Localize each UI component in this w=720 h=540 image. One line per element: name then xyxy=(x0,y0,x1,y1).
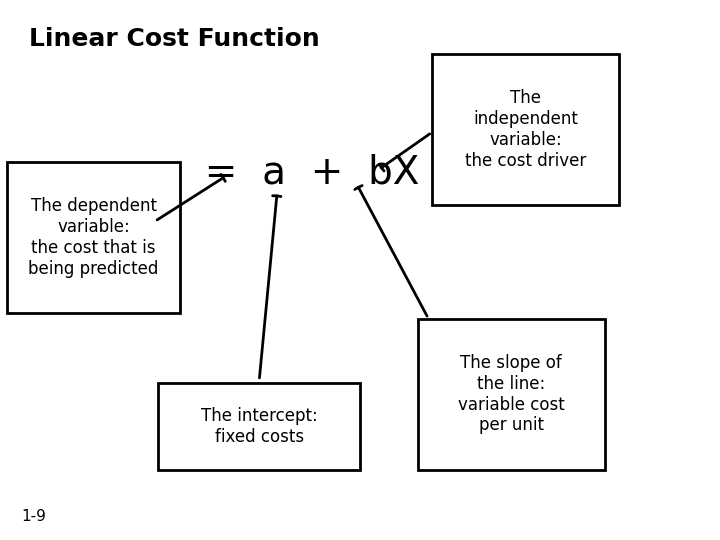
Text: The intercept:
fixed costs: The intercept: fixed costs xyxy=(201,407,318,446)
Text: 1-9: 1-9 xyxy=(22,509,47,524)
Text: The
independent
variable:
the cost driver: The independent variable: the cost drive… xyxy=(465,90,586,170)
Text: Linear Cost Function: Linear Cost Function xyxy=(29,27,320,51)
FancyBboxPatch shape xyxy=(418,319,605,470)
Text: The slope of
the line:
variable cost
per unit: The slope of the line: variable cost per… xyxy=(458,354,564,434)
Text: The dependent
variable:
the cost that is
being predicted: The dependent variable: the cost that is… xyxy=(28,198,159,278)
Text: y  =  a  +  bX: y = a + bX xyxy=(157,154,419,192)
FancyBboxPatch shape xyxy=(7,162,180,313)
FancyBboxPatch shape xyxy=(432,54,619,205)
FancyBboxPatch shape xyxy=(158,383,360,470)
